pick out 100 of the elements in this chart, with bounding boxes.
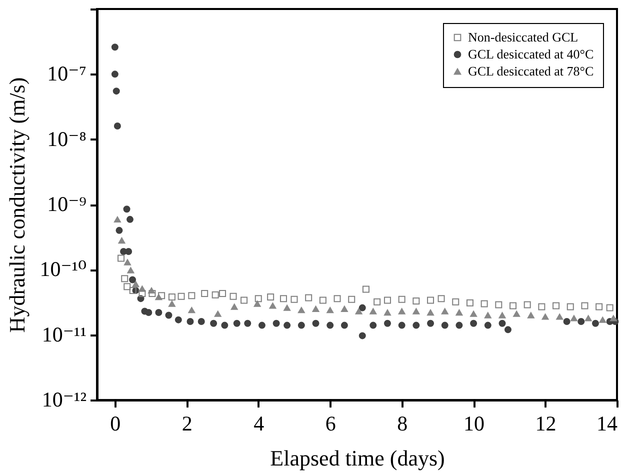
point xyxy=(355,308,362,314)
point xyxy=(124,283,131,290)
y-tick-label: 10⁻¹¹ xyxy=(42,322,86,346)
point xyxy=(570,315,578,322)
point xyxy=(384,309,391,316)
point xyxy=(312,306,320,312)
legend-label: GCL desiccated at 40°C xyxy=(468,46,594,62)
point xyxy=(188,306,196,314)
point xyxy=(230,292,237,300)
point xyxy=(138,290,146,298)
point xyxy=(112,88,120,95)
point xyxy=(148,290,156,298)
point xyxy=(610,315,617,322)
point xyxy=(552,302,560,310)
point xyxy=(114,122,121,130)
point xyxy=(280,295,287,302)
point xyxy=(398,308,406,314)
point xyxy=(480,300,488,308)
point xyxy=(470,320,478,327)
point xyxy=(498,312,506,318)
point xyxy=(484,312,492,318)
x-tick-label: 8 xyxy=(397,412,408,436)
point xyxy=(358,304,366,312)
point xyxy=(398,296,406,303)
point xyxy=(111,44,118,51)
point xyxy=(438,295,445,302)
x-tick-label: 10 xyxy=(464,412,485,436)
x-tick-label: 6 xyxy=(325,412,336,436)
point xyxy=(168,300,176,307)
point xyxy=(484,322,492,329)
y-tick-label: 10⁻⁹ xyxy=(47,192,86,216)
point xyxy=(272,320,280,327)
point xyxy=(254,295,262,302)
point xyxy=(599,316,606,323)
point xyxy=(412,298,420,305)
point xyxy=(145,309,152,316)
point xyxy=(384,320,391,327)
point xyxy=(123,206,130,213)
x-tick-label: 12 xyxy=(535,412,556,436)
legend-label: Non-desiccated GCL xyxy=(468,30,578,44)
point xyxy=(326,322,334,329)
point xyxy=(219,290,226,298)
point xyxy=(290,296,298,303)
point xyxy=(212,291,219,298)
point xyxy=(127,267,134,274)
point xyxy=(267,294,274,301)
x-tick-label: 0 xyxy=(110,412,121,436)
point xyxy=(116,226,123,234)
point xyxy=(584,315,592,322)
point xyxy=(178,292,185,300)
point xyxy=(298,306,305,314)
legend-label: GCL desiccated at 78°C xyxy=(468,64,594,78)
point xyxy=(370,322,377,329)
y-axis-title: Hydraulic conductivity (m/s) xyxy=(4,77,30,333)
point xyxy=(498,320,506,327)
point xyxy=(370,308,377,314)
point xyxy=(188,292,196,300)
point xyxy=(305,294,312,302)
point xyxy=(556,314,564,320)
point xyxy=(186,318,194,326)
point xyxy=(258,322,266,329)
point xyxy=(348,296,356,303)
point xyxy=(596,303,603,310)
point xyxy=(510,302,516,310)
point xyxy=(129,286,136,294)
point xyxy=(124,259,131,266)
point xyxy=(374,298,381,306)
point xyxy=(230,304,238,310)
point xyxy=(284,304,291,311)
point xyxy=(214,310,222,317)
point xyxy=(592,320,599,327)
point xyxy=(114,216,121,223)
point xyxy=(362,286,370,293)
point xyxy=(427,320,434,327)
y-tick-label: 10⁻⁷ xyxy=(47,62,86,86)
point xyxy=(427,309,434,316)
point xyxy=(441,322,448,329)
point xyxy=(524,301,531,308)
point xyxy=(210,320,218,327)
point xyxy=(581,302,588,310)
point xyxy=(129,276,136,284)
point xyxy=(456,309,463,316)
point xyxy=(398,322,406,329)
point xyxy=(441,308,448,314)
point xyxy=(319,296,326,304)
x-tick-label: 2 xyxy=(182,412,192,436)
x-tick-label: 14 xyxy=(596,412,618,436)
y-tick-label: 10⁻¹⁰ xyxy=(40,257,86,282)
point xyxy=(126,216,134,223)
point xyxy=(121,275,128,282)
point xyxy=(412,308,420,314)
point xyxy=(269,302,276,309)
point xyxy=(542,314,549,320)
point xyxy=(244,320,252,327)
point xyxy=(254,300,261,307)
point xyxy=(334,295,341,302)
x-axis-title: Elapsed time (days) xyxy=(270,446,445,470)
point xyxy=(340,322,348,329)
point xyxy=(466,299,474,306)
point xyxy=(201,290,208,298)
